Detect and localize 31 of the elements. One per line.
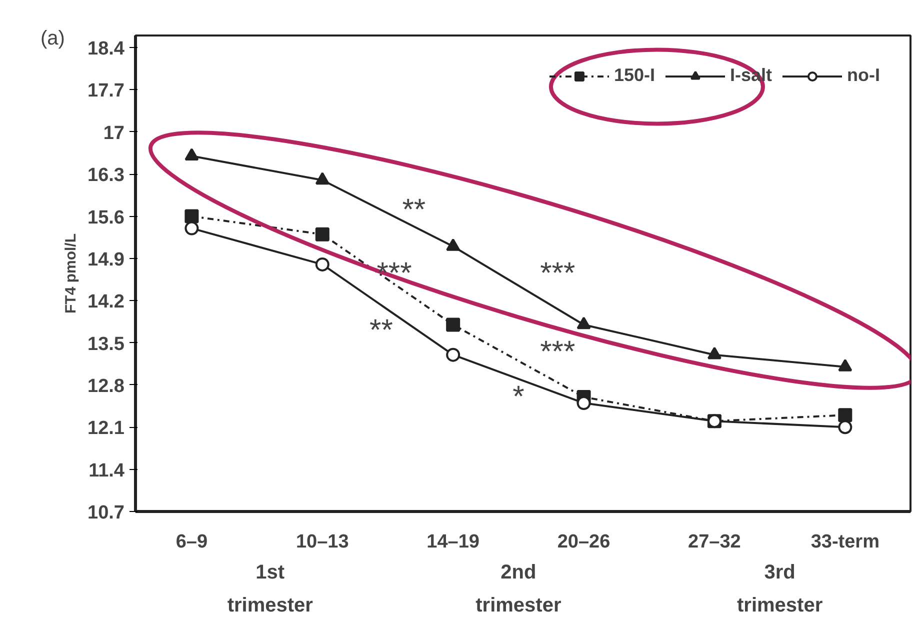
- legend-label: no-I: [847, 65, 880, 86]
- y-tick-label: 14.2: [88, 292, 125, 313]
- annotation: **: [402, 194, 426, 227]
- y-tick-label: 12.1: [88, 418, 125, 440]
- y-tick-label: 15.6: [88, 207, 125, 228]
- y-axis-title: FT4 pmol/L: [62, 234, 80, 314]
- text: 1st trimester: [227, 562, 314, 616]
- x-tick-label: 33-term: [810, 532, 880, 552]
- x-tick-label: 6–9: [176, 532, 208, 552]
- annotation: ***: [376, 257, 412, 290]
- y-tick-label: 17: [103, 122, 125, 144]
- y-tick-label: 18.4: [88, 38, 125, 60]
- x-tick-label: 27–32: [688, 532, 741, 552]
- annotation: *: [512, 380, 525, 414]
- annotation: **: [370, 314, 394, 348]
- legend-label: 150-I: [614, 65, 655, 86]
- y-tick-label: 12.8: [88, 376, 125, 397]
- annotation: ***: [540, 335, 576, 368]
- y-tick-label: 10.7: [88, 502, 125, 524]
- y-tick-label: 14.9: [88, 249, 125, 270]
- x-tick-label: 20–26: [557, 532, 610, 552]
- annotation: ***: [540, 257, 576, 290]
- x-tick-label: 10–13: [296, 532, 349, 552]
- y-tick-label: 17.7: [88, 80, 125, 102]
- y-tick-label: 11.4: [88, 460, 125, 482]
- text: 2nd trimester: [476, 562, 562, 616]
- y-tick-label: 16.3: [88, 165, 125, 186]
- x-tick-label: 14–19: [426, 532, 480, 552]
- chart-title: (a): [40, 28, 65, 50]
- text: 3rd trimester: [737, 562, 823, 616]
- y-tick-label: 13.5: [88, 334, 125, 355]
